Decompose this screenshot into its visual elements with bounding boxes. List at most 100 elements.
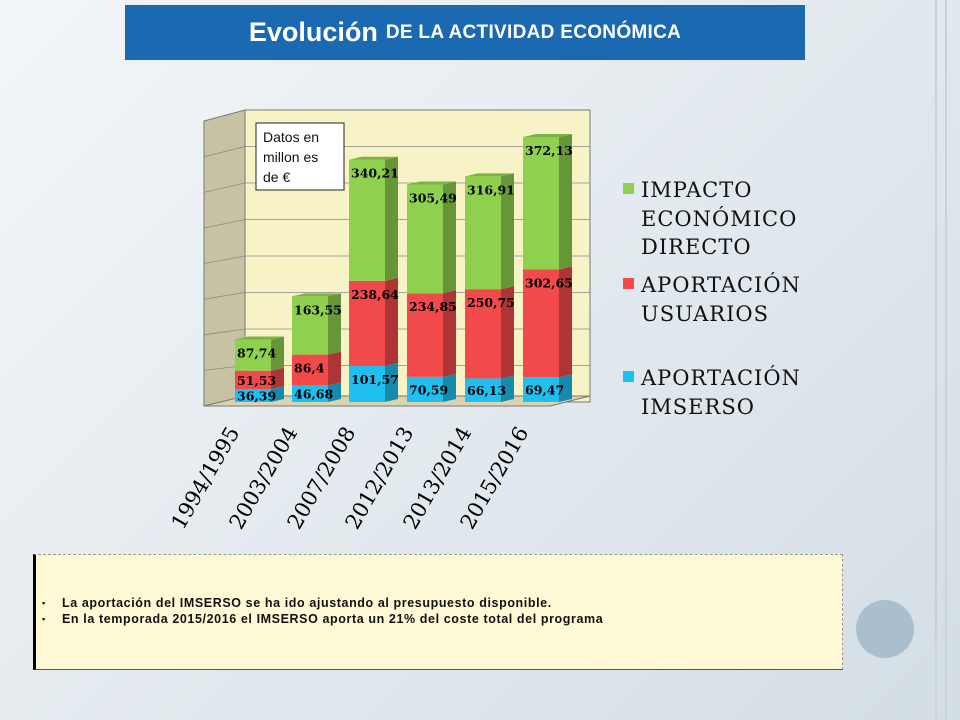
data-label: 238,64 bbox=[351, 287, 399, 302]
data-label: 66,13 bbox=[467, 383, 506, 398]
data-label: 316,91 bbox=[467, 182, 515, 197]
chart-bars bbox=[235, 134, 572, 402]
data-label: 340,21 bbox=[351, 166, 399, 181]
bar-segment-side bbox=[271, 336, 284, 371]
bar-segment-front bbox=[407, 376, 443, 402]
bar-segment-top bbox=[465, 173, 514, 177]
bar-segment-top bbox=[349, 156, 398, 160]
slide-frame-line bbox=[935, 0, 937, 720]
bar-segment-front bbox=[235, 339, 271, 371]
bar-segment-side bbox=[385, 156, 398, 281]
legend-label: IMSERSO bbox=[641, 395, 755, 419]
bar-segment-front bbox=[349, 365, 385, 402]
data-label: 51,53 bbox=[237, 373, 276, 388]
grid-line bbox=[203, 328, 246, 336]
legend-label: DIRECTO bbox=[641, 235, 752, 259]
bar-segment-front bbox=[292, 296, 328, 355]
data-label: 372,13 bbox=[525, 143, 573, 158]
legend-label: ECONÓMICO bbox=[641, 206, 797, 231]
bar-segment-top bbox=[292, 293, 341, 297]
annotation-frame bbox=[255, 122, 345, 191]
bar-segment-front bbox=[465, 289, 501, 379]
bar-segment-top bbox=[235, 336, 284, 340]
bar-segment-side bbox=[328, 382, 341, 402]
decorative-circle bbox=[856, 600, 914, 658]
bar-segment-front bbox=[235, 370, 271, 390]
bar-segment-front bbox=[523, 377, 559, 402]
grid-line bbox=[203, 146, 246, 158]
bar-segment-side bbox=[443, 181, 456, 294]
bar-segment-side bbox=[559, 134, 572, 270]
grid-line bbox=[203, 182, 246, 193]
bar-segment-side bbox=[443, 373, 456, 402]
note-item: ▪ En la temporada 2015/2016 el IMSERSO ap… bbox=[42, 611, 603, 627]
chart-category-labels: 1994/19952003/20042007/20082012/20132013… bbox=[167, 423, 534, 534]
note-text: La aportación del IMSERSO se ha ido ajus… bbox=[62, 596, 552, 610]
note-item: ▪ La aportación del IMSERSO se ha ido aju… bbox=[42, 595, 603, 611]
data-label: 302,65 bbox=[525, 276, 573, 291]
data-label: 36,39 bbox=[237, 389, 276, 404]
grid-line bbox=[203, 292, 246, 300]
legend-label: IMPACTO bbox=[641, 178, 752, 202]
grid-line bbox=[203, 255, 246, 264]
data-label: 101,57 bbox=[351, 372, 399, 387]
bar-segment-side bbox=[501, 375, 514, 402]
grid-line bbox=[203, 219, 246, 229]
data-label: 46,68 bbox=[294, 387, 333, 402]
bar-segment-front bbox=[292, 385, 328, 402]
data-label: 86,4 bbox=[294, 361, 325, 376]
bar-segment-side bbox=[501, 173, 514, 290]
bar-segment-front bbox=[465, 176, 501, 290]
legend-label: APORTACIÓN bbox=[640, 365, 801, 390]
data-label: 163,55 bbox=[294, 302, 342, 317]
bar-segment-side bbox=[385, 277, 398, 366]
legend-swatch-impacto bbox=[623, 183, 634, 194]
bar-segment-side bbox=[501, 286, 514, 379]
legend-label: APORTACIÓN bbox=[640, 272, 801, 297]
bar-segment-front bbox=[292, 354, 328, 386]
bar-segment-side bbox=[443, 290, 456, 377]
data-label: 305,49 bbox=[409, 190, 457, 205]
bar-segment-front bbox=[349, 159, 385, 281]
legend-swatch-usuarios bbox=[623, 278, 634, 289]
bar-segment-front bbox=[523, 269, 559, 378]
bar-segment-side bbox=[559, 266, 572, 378]
bar-segment-side bbox=[559, 374, 572, 402]
notes-list: ▪ La aportación del IMSERSO se ha ido aju… bbox=[42, 595, 603, 627]
slide-title-bar: Evolución DE LA ACTIVIDAD ECONÓMICA bbox=[125, 5, 805, 60]
data-label: 70,59 bbox=[409, 382, 448, 397]
data-label: 234,85 bbox=[409, 299, 457, 314]
legend-swatch-imserso bbox=[623, 371, 634, 382]
title-main: Evolución bbox=[248, 17, 378, 47]
bar-segment-side bbox=[328, 293, 341, 355]
bar-segment-top bbox=[523, 134, 572, 137]
data-label: 250,75 bbox=[467, 295, 515, 310]
bar-segment-side bbox=[271, 386, 284, 402]
bar-segment-top bbox=[407, 181, 456, 185]
annotation-line: Datos en bbox=[263, 129, 319, 145]
chart-annotation-box: Datos en millon es de € bbox=[255, 122, 345, 191]
annotation-line: de € bbox=[263, 169, 290, 185]
bar-segment-front bbox=[235, 389, 271, 402]
bar-segment-front bbox=[349, 280, 385, 366]
bullet-icon: ▪ bbox=[42, 614, 46, 624]
bar-segment-side bbox=[271, 367, 284, 390]
bar-segment-front bbox=[523, 137, 559, 270]
data-label: 69,47 bbox=[525, 383, 564, 398]
slide-frame-line bbox=[945, 0, 947, 720]
notes-box: ▪ La aportación del IMSERSO se ha ido aju… bbox=[33, 554, 843, 670]
legend-label: USUARIOS bbox=[641, 302, 769, 326]
annotation-line: millon es bbox=[263, 149, 318, 165]
bar-segment-front bbox=[407, 184, 443, 294]
bullet-icon: ▪ bbox=[42, 598, 46, 608]
note-text: En la temporada 2015/2016 el IMSERSO apo… bbox=[62, 612, 604, 626]
title-rest: DE LA ACTIVIDAD ECONÓMICA bbox=[385, 21, 682, 43]
bar-segment-side bbox=[385, 362, 398, 402]
data-label: 87,74 bbox=[237, 345, 276, 360]
bar-segment-side bbox=[328, 351, 341, 386]
bar-segment-front bbox=[407, 293, 443, 377]
bar-segment-front bbox=[465, 378, 501, 402]
chart-legend: IMPACTO ECONÓMICO DIRECTO APORTACIÓN USU… bbox=[623, 178, 801, 419]
